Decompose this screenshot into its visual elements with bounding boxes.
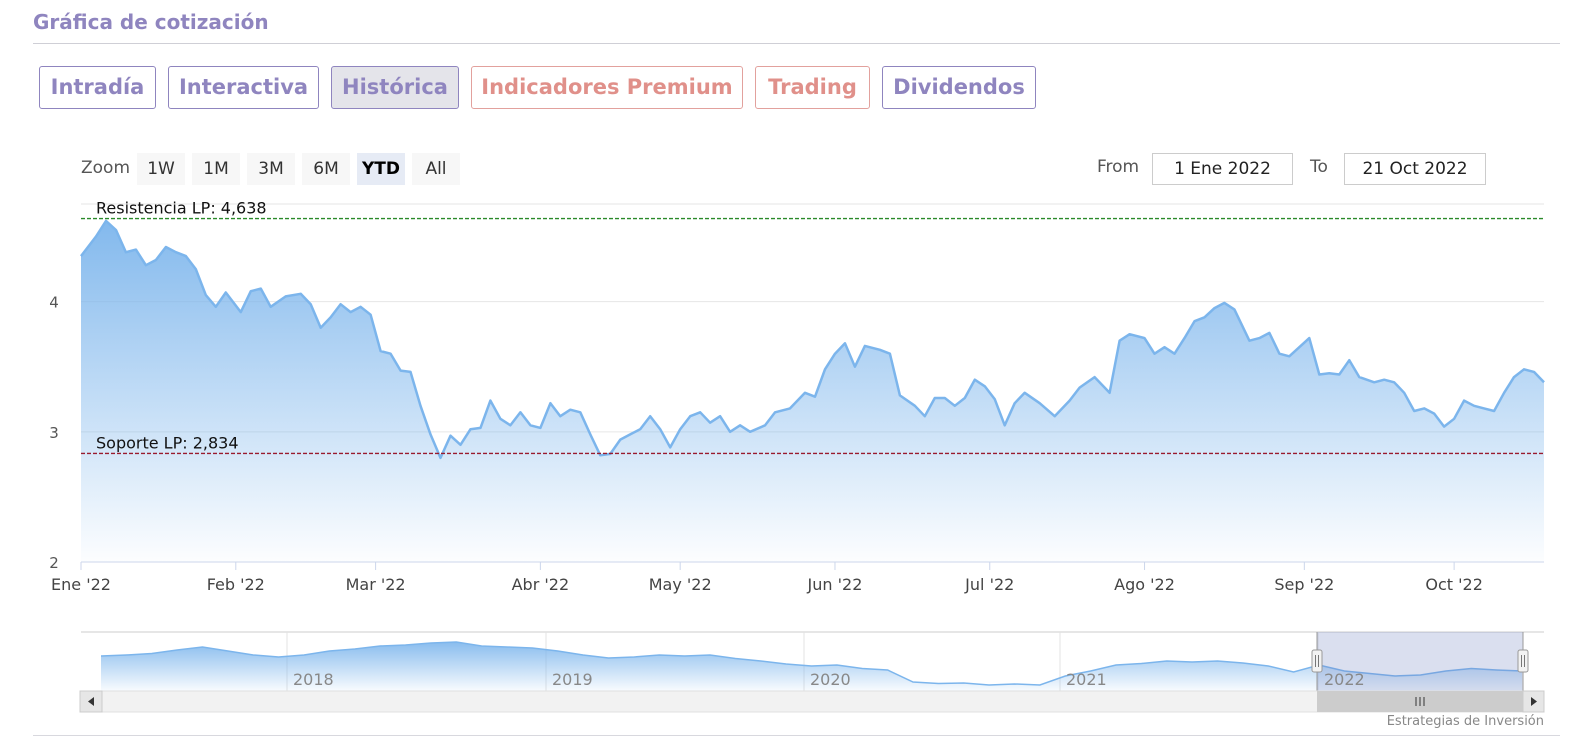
zoom-button-1m[interactable]: 1M — [192, 153, 240, 185]
range-to-input[interactable]: 21 Oct 2022 — [1344, 153, 1486, 185]
arrow-right-icon — [1531, 697, 1537, 706]
zoom-button-1w[interactable]: 1W — [137, 153, 185, 185]
x-tick-label: Ene '22 — [51, 575, 111, 594]
tab-indicadores-premium[interactable]: Indicadores Premium — [471, 66, 743, 109]
tab-intradia[interactable]: Intradía — [39, 66, 156, 109]
x-tick-label: Jul '22 — [964, 575, 1014, 594]
x-tick-label: Abr '22 — [512, 575, 570, 594]
range-from-label: From — [1097, 157, 1140, 177]
navigator-year-label: 2018 — [293, 670, 334, 689]
navigator-scrollbar[interactable] — [79, 690, 1545, 713]
zoom-button-3m[interactable]: 3M — [247, 153, 295, 185]
y-tick-label: 3 — [49, 424, 59, 442]
navigator-line — [100, 641, 1523, 686]
page-title: Gráfica de cotización — [33, 10, 269, 34]
x-tick-label: Mar '22 — [346, 575, 406, 594]
zoom-button-all[interactable]: All — [412, 153, 460, 185]
navigator-year-label: 2021 — [1066, 670, 1107, 689]
zoom-label: Zoom — [81, 158, 131, 178]
range-to-label: To — [1310, 157, 1328, 177]
x-tick-label: Feb '22 — [207, 575, 265, 594]
y-tick-label: 2 — [49, 554, 59, 572]
title-divider — [33, 43, 1560, 44]
tab-trading[interactable]: Trading — [755, 66, 870, 109]
x-tick-label: Jun '22 — [807, 575, 863, 594]
price-area — [81, 220, 1544, 562]
price-line — [80, 219, 1545, 460]
navigator-year-label: 2020 — [810, 670, 851, 689]
zoom-button-ytd[interactable]: YTD — [357, 153, 405, 185]
x-tick-label: May '22 — [649, 575, 712, 594]
navigator-year-label: 2019 — [552, 670, 593, 689]
support-label: Soporte LP: 2,834 — [96, 433, 239, 452]
arrow-left-icon — [88, 697, 94, 706]
y-tick-label: 4 — [49, 294, 59, 312]
x-tick-label: Oct '22 — [1425, 575, 1483, 594]
navigator-right-handle[interactable] — [1517, 649, 1529, 673]
tab-dividendos[interactable]: Dividendos — [882, 66, 1036, 109]
x-tick-label: Sep '22 — [1274, 575, 1334, 594]
tab-interactiva[interactable]: Interactiva — [168, 66, 319, 109]
zoom-button-6m[interactable]: 6M — [302, 153, 350, 185]
navigator-left-handle[interactable] — [1311, 649, 1323, 673]
navigator-year-label: 2022 — [1324, 670, 1365, 689]
bottom-divider — [33, 735, 1560, 736]
range-from-input[interactable]: 1 Ene 2022 — [1152, 153, 1293, 185]
tab-historica[interactable]: Histórica — [331, 66, 459, 109]
chart-credit: Estrategias de Inversión — [1386, 714, 1544, 729]
x-tick-label: Ago '22 — [1114, 575, 1175, 594]
resistance-label: Resistencia LP: 4,638 — [96, 199, 267, 218]
